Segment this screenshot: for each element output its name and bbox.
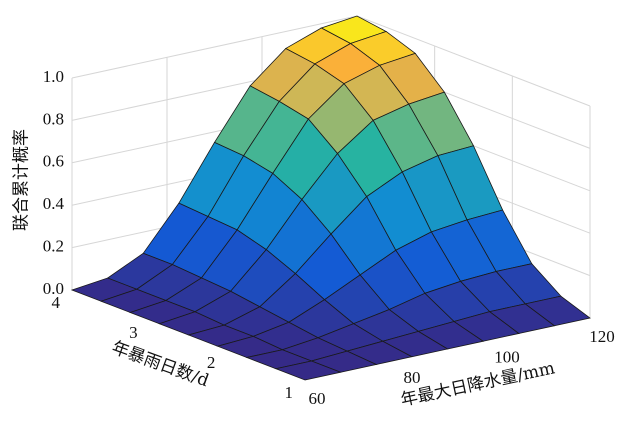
y-tick-label: 1	[285, 383, 294, 402]
x-tick-label: 80	[404, 368, 421, 387]
z-tick-label: 1.0	[43, 67, 64, 86]
x-axis-label: 年最大日降水量/mm	[399, 358, 557, 410]
z-axis-label: 联合累计概率	[12, 129, 32, 231]
z-tick-label: 0.2	[43, 237, 64, 256]
grid-line	[71, 15, 358, 79]
x-tick-label: 60	[309, 389, 326, 408]
z-tick-label: 0.0	[43, 279, 64, 298]
x-tick-label: 100	[494, 348, 520, 367]
x-tick-label: 120	[589, 327, 615, 346]
y-tick-label: 2	[207, 353, 216, 372]
z-tick-label: 0.8	[43, 109, 64, 128]
z-tick-label: 0.6	[43, 152, 64, 171]
surface-patch	[274, 360, 343, 381]
y-tick-label: 3	[129, 323, 138, 342]
grid-line	[356, 15, 591, 107]
z-tick-label: 0.4	[43, 194, 65, 213]
y-tick-label: 4	[52, 293, 61, 312]
y-axis-label: 年暴雨日数/d	[109, 338, 211, 392]
